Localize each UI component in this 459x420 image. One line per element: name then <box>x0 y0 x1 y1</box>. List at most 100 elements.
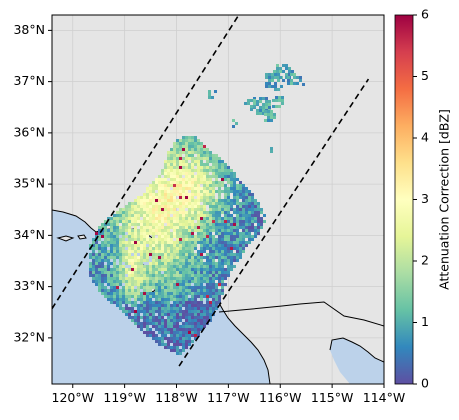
radar-cell <box>245 235 248 238</box>
radar-cell <box>215 247 218 250</box>
radar-cell <box>233 265 236 268</box>
radar-cell <box>251 199 254 202</box>
radar-cell <box>212 247 215 250</box>
radar-cell <box>167 229 170 232</box>
radar-cell <box>173 349 176 352</box>
radar-cell <box>158 325 161 328</box>
radar-cell <box>134 211 137 214</box>
radar-cell <box>134 265 137 268</box>
radar-cell <box>185 193 188 196</box>
radar-cell <box>164 250 167 253</box>
radar-cell <box>98 226 101 229</box>
radar-cell <box>182 349 185 352</box>
radar-cell <box>164 292 167 295</box>
radar-cell <box>191 196 194 199</box>
radar-cell <box>128 310 131 313</box>
radar-cell <box>274 73 277 76</box>
radar-cell <box>203 238 206 241</box>
radar-cell <box>173 328 176 331</box>
radar-cell <box>209 295 212 298</box>
radar-cell <box>158 268 161 271</box>
radar-cell <box>113 292 116 295</box>
radar-cell <box>191 250 194 253</box>
radar-cell <box>182 223 185 226</box>
radar-cell <box>164 166 167 169</box>
radar-cell <box>212 274 215 277</box>
radar-cell <box>191 136 194 139</box>
radar-cell <box>194 334 197 337</box>
radar-cell <box>92 256 95 259</box>
radar-cell <box>98 256 101 259</box>
radar-cell <box>259 109 262 112</box>
radar-cell <box>215 289 218 292</box>
radar-cell <box>215 220 218 223</box>
radar-cell <box>155 244 158 247</box>
radar-cell <box>158 283 161 286</box>
radar-cell <box>125 313 128 316</box>
radar-cell <box>191 286 194 289</box>
radar-cell <box>173 202 176 205</box>
radar-cell <box>176 181 179 184</box>
radar-cell <box>167 340 170 343</box>
radar-cell <box>206 274 209 277</box>
radar-cell <box>188 142 191 145</box>
radar-cell <box>218 250 221 253</box>
radar-cell <box>146 247 149 250</box>
radar-cell <box>164 274 167 277</box>
radar-cell <box>167 241 170 244</box>
radar-cell <box>194 178 197 181</box>
radar-cell <box>236 199 239 202</box>
radar-cell <box>191 238 194 241</box>
radar-cell <box>197 313 200 316</box>
radar-cell <box>182 151 185 154</box>
radar-cell <box>158 313 161 316</box>
radar-cell <box>200 277 203 280</box>
radar-cell <box>92 274 95 277</box>
radar-cell <box>140 271 143 274</box>
radar-cell <box>158 328 161 331</box>
radar-cell <box>122 280 125 283</box>
radar-cell <box>164 346 167 349</box>
radar-cell <box>200 313 203 316</box>
radar-cell <box>185 166 188 169</box>
radar-cell <box>242 223 245 226</box>
radar-cell <box>158 238 161 241</box>
radar-cell <box>197 289 200 292</box>
radar-cell <box>179 154 182 157</box>
radar-cell <box>206 298 209 301</box>
radar-cell <box>254 214 257 217</box>
radar-cell <box>254 217 257 220</box>
radar-cell <box>110 253 113 256</box>
radar-cell <box>209 271 212 274</box>
radar-cell <box>128 271 131 274</box>
radar-cell <box>185 277 188 280</box>
radar-cell <box>256 102 259 105</box>
radar-cell <box>200 298 203 301</box>
radar-cell <box>170 292 173 295</box>
radar-cell <box>113 229 116 232</box>
radar-cell <box>125 256 128 259</box>
radar-cell <box>191 166 194 169</box>
radar-cell <box>128 307 131 310</box>
radar-cell <box>185 151 188 154</box>
radar-cell <box>152 274 155 277</box>
radar-cell <box>233 253 236 256</box>
radar-cell <box>236 178 239 181</box>
radar-cell <box>215 262 218 265</box>
radar-cell <box>215 241 218 244</box>
radar-cell <box>212 298 215 301</box>
radar-cell <box>137 286 140 289</box>
radar-cell <box>173 160 176 163</box>
radar-cell <box>197 262 200 265</box>
radar-cell <box>215 223 218 226</box>
radar-cell <box>212 226 215 229</box>
radar-cell <box>170 244 173 247</box>
radar-cell <box>110 226 113 229</box>
radar-cell <box>116 223 119 226</box>
radar-cell <box>107 256 110 259</box>
radar-cell <box>188 298 191 301</box>
radar-cell <box>101 289 104 292</box>
radar-cell <box>137 277 140 280</box>
radar-cell <box>224 244 227 247</box>
radar-cell <box>173 241 176 244</box>
